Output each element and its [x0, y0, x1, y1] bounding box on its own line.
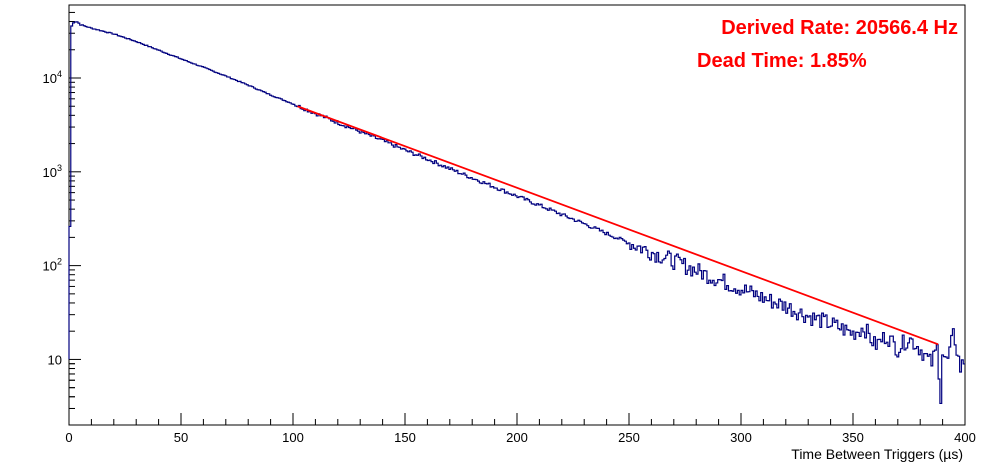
x-tick-label: 350: [842, 430, 864, 445]
x-tick-label: 0: [65, 430, 72, 445]
x-tick-label: 100: [282, 430, 304, 445]
x-tick-label: 250: [618, 430, 640, 445]
annotation-dead-time: Dead Time: 1.85%: [697, 50, 867, 72]
x-tick-label: 50: [174, 430, 188, 445]
x-axis-title: Time Between Triggers (µs): [791, 446, 963, 462]
x-tick-label: 400: [954, 430, 976, 445]
annotation-derived-rate: Derived Rate: 20566.4 Hz: [721, 17, 958, 39]
data-histogram: [68, 21, 965, 405]
x-tick-label: 150: [394, 430, 416, 445]
y-tick-label: 103: [43, 163, 62, 180]
y-axis-ticks: 10 102 103 104: [43, 4, 81, 426]
x-axis-ticks: 0 50 100 150 200 250 300 350 400: [65, 413, 976, 445]
x-tick-label: 200: [506, 430, 528, 445]
y-tick-label: 10: [48, 352, 62, 367]
x-tick-label: 300: [730, 430, 752, 445]
y-tick-label: 102: [43, 257, 62, 274]
fit-curve: [297, 105, 939, 346]
y-tick-label: 104: [43, 69, 62, 86]
